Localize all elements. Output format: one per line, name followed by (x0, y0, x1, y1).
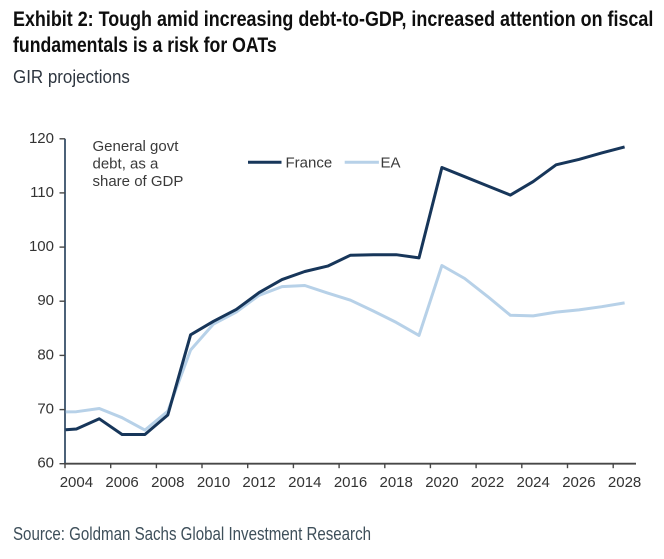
svg-text:EA: EA (381, 155, 401, 172)
svg-text:90: 90 (37, 292, 54, 309)
svg-text:70: 70 (37, 401, 54, 418)
svg-text:110: 110 (30, 184, 54, 201)
svg-text:2016: 2016 (334, 474, 367, 491)
svg-text:2024: 2024 (517, 474, 550, 491)
svg-text:2004: 2004 (60, 474, 93, 491)
svg-text:100: 100 (29, 238, 54, 255)
svg-text:2014: 2014 (288, 474, 321, 491)
svg-text:France: France (286, 155, 333, 172)
svg-text:2008: 2008 (151, 474, 184, 491)
svg-text:General govt: General govt (93, 138, 180, 155)
svg-text:2022: 2022 (471, 474, 504, 491)
svg-text:2028: 2028 (608, 474, 641, 491)
svg-text:2006: 2006 (105, 474, 138, 491)
svg-text:80: 80 (37, 346, 54, 363)
svg-text:share of GDP: share of GDP (93, 173, 184, 190)
svg-text:2026: 2026 (562, 474, 595, 491)
svg-text:2010: 2010 (197, 474, 230, 491)
svg-text:debt, as a: debt, as a (93, 156, 160, 173)
svg-text:2020: 2020 (425, 474, 458, 491)
svg-text:2012: 2012 (242, 474, 275, 491)
svg-text:120: 120 (29, 130, 54, 147)
svg-text:2018: 2018 (380, 474, 413, 491)
svg-text:60: 60 (37, 455, 54, 472)
